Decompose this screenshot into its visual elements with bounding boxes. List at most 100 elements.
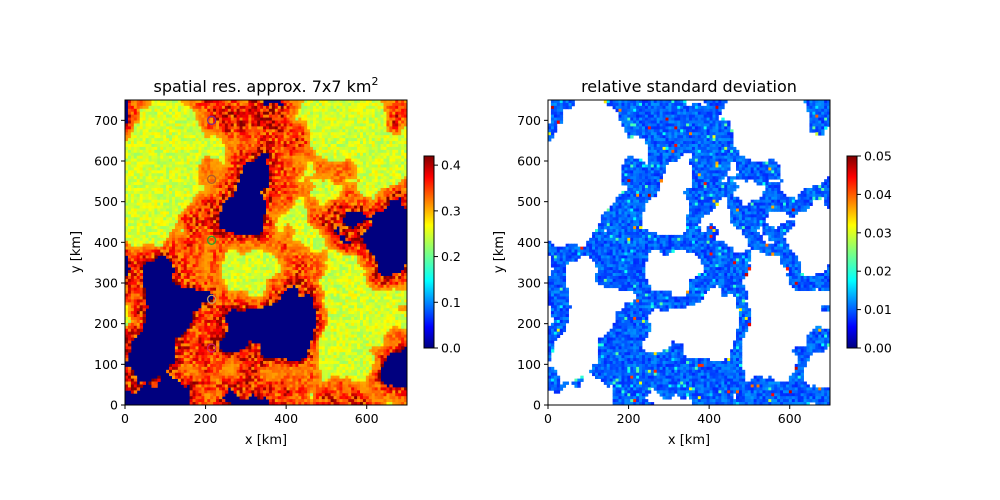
left-heatmap-cell [342,208,346,212]
left-heatmap-cell [236,105,240,110]
left-heatmap-cell [327,252,332,256]
left-heatmap-cell [177,120,182,124]
left-heatmap-cell [157,114,161,118]
left-heatmap-cell [195,138,199,142]
left-heatmap-cell [236,114,240,118]
left-heatmap-cell [145,182,149,186]
left-heatmap-cell [289,226,293,230]
left-heatmap-cell [195,135,199,139]
left-heatmap-cell [307,202,311,206]
left-heatmap-cell [336,149,340,154]
left-heatmap-cell [318,108,323,113]
left-heatmap-cell [318,100,323,104]
left-heatmap-cell [148,208,152,212]
left-heatmap-cell [345,229,349,233]
left-heatmap-cell [395,164,399,168]
left-heatmap-cell [142,190,146,195]
left-heatmap-cell [280,167,285,171]
left-heatmap-cell [230,155,235,160]
left-heatmap-cell [142,164,146,168]
left-heatmap-cell [354,208,358,212]
left-heatmap-cell [192,231,196,236]
left-heatmap-cell [371,132,376,136]
left-heatmap-cell [315,149,320,154]
left-heatmap-cell [377,108,381,113]
left-heatmap-cell [216,214,220,218]
left-heatmap-cell [183,267,188,271]
left-heatmap-cell [365,255,370,259]
left-heatmap-cell [301,249,305,253]
left-heatmap-cell [204,217,208,221]
left-heatmap-cell [274,229,279,233]
left-heatmap-cell [130,223,135,227]
left-heatmap-cell [127,231,132,236]
left-heatmap-cell [136,123,141,127]
left-heatmap-cell [401,111,405,116]
left-heatmap-cell [192,126,196,130]
left-heatmap-cell [263,138,267,142]
left-heatmap-cell [136,190,141,195]
left-heatmap-cell [274,161,279,165]
left-heatmap-cell [157,208,161,212]
left-heatmap-cell [177,202,182,206]
left-heatmap-cell [242,123,246,127]
left-heatmap-cell [313,141,317,145]
left-heatmap-cell [371,176,376,180]
left-heatmap-cell [321,149,326,154]
left-heatmap-cell [280,223,285,227]
left-heatmap-cell [368,193,373,198]
left-heatmap-cell [268,120,273,124]
left-heatmap-cell [289,202,293,206]
left-heatmap-cell [392,108,396,113]
left-heatmap-cell [186,170,191,174]
left-heatmap-cell [374,114,379,118]
left-heatmap-cell [236,108,240,113]
left-heatmap-cell [210,129,214,133]
left-heatmap-cell [336,246,340,250]
left-heatmap-cell [257,102,261,107]
left-heatmap-cell [268,267,273,271]
left-heatmap-cell [395,179,399,183]
left-heatmap-cell [342,114,346,118]
left-heatmap-cell [324,138,329,142]
left-heatmap-cell [374,170,379,174]
left-heatmap-cell [227,152,232,157]
left-heatmap-cell [133,220,138,224]
left-heatmap-cell [345,193,349,198]
left-heatmap-cell [292,255,296,259]
left-heatmap-cell [198,258,202,262]
left-heatmap-cell [398,190,402,195]
left-heatmap-cell [207,132,211,136]
left-heatmap-cell [224,255,229,259]
left-heatmap-cell [172,214,176,218]
left-heatmap-cell [271,117,276,121]
left-heatmap-cell [342,117,346,121]
left-heatmap-cell [242,132,246,136]
left-heatmap-cell [177,126,182,130]
left-heatmap-cell [283,255,287,259]
left-heatmap-cell [360,170,364,174]
left-heatmap-cell [145,223,149,227]
left-heatmap-cell [174,132,179,136]
left-heatmap-cell [136,249,141,253]
left-heatmap-cell [371,141,376,145]
left-heatmap-cell [327,205,332,209]
left-heatmap-cell [362,170,367,174]
left-heatmap-cell [377,126,381,130]
left-heatmap-cell [192,255,196,259]
left-heatmap-cell [236,135,240,139]
left-heatmap-cell [139,211,144,215]
left-heatmap-cell [292,105,296,110]
left-heatmap-cell [360,237,364,242]
left-heatmap-cell [286,246,290,250]
left-heatmap-cell [360,158,364,162]
left-heatmap-cell [360,223,364,227]
left-heatmap-cell [315,185,320,189]
left-heatmap-cell [274,211,279,215]
left-heatmap-cell [268,240,273,245]
left-heatmap-cell [342,129,346,133]
left-heatmap-cell [251,132,255,136]
left-heatmap-cell [189,255,193,259]
left-heatmap-cell [271,237,276,242]
left-heatmap-cell [368,202,373,206]
